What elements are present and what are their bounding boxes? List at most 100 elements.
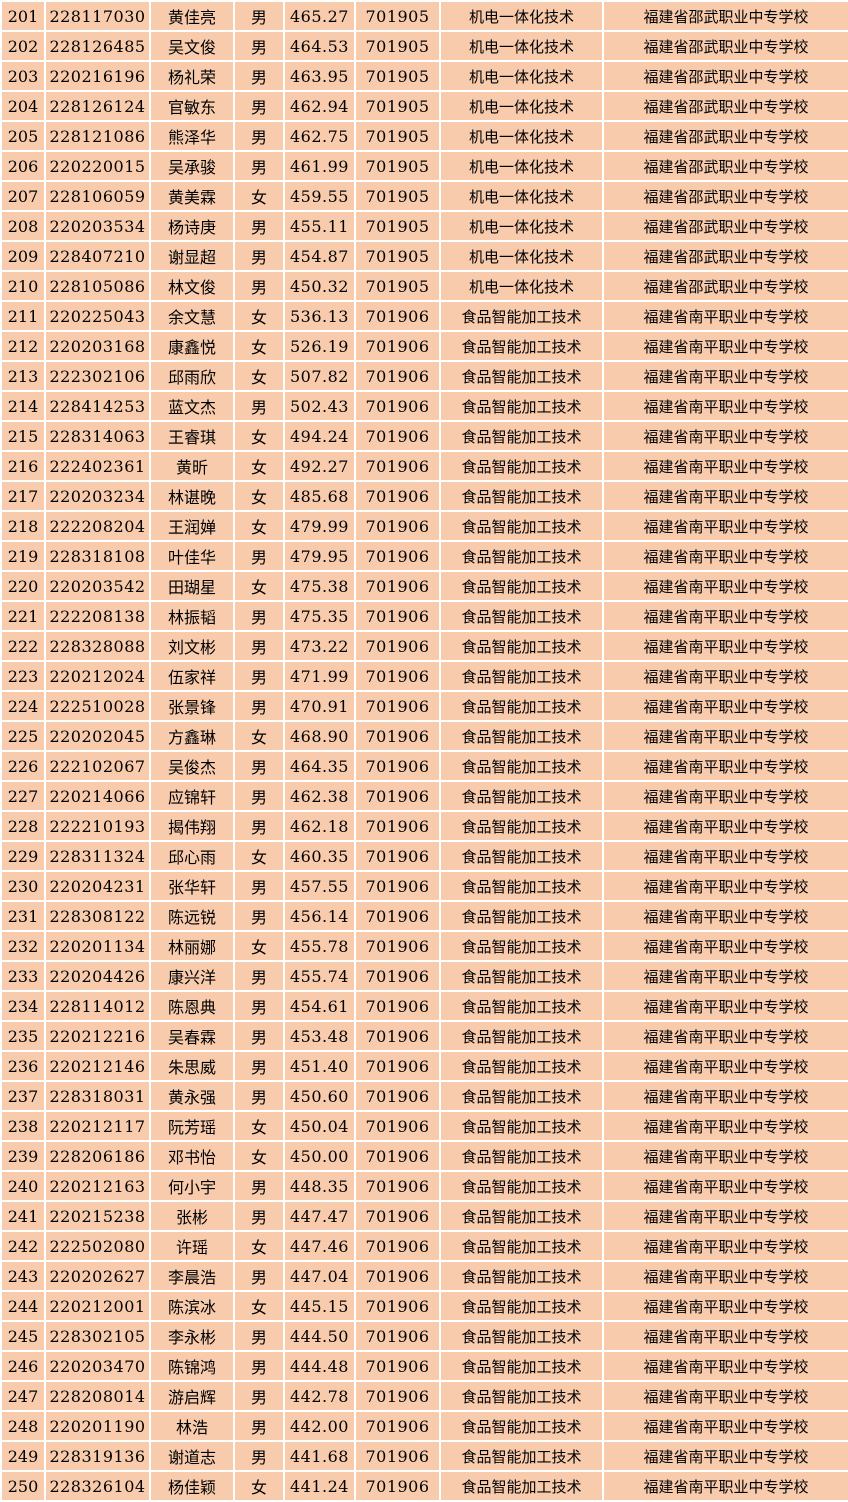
cell-major-name: 食品智能加工技术 xyxy=(439,870,604,902)
cell-major-name: 食品智能加工技术 xyxy=(439,660,604,692)
cell-student-name: 谢显超 xyxy=(149,240,235,272)
cell-major-name: 食品智能加工技术 xyxy=(439,300,604,332)
cell-exam-id: 220203168 xyxy=(44,330,151,362)
cell-major-code: 701906 xyxy=(354,990,441,1022)
cell-major-code: 701906 xyxy=(354,690,441,722)
cell-student-name: 黄佳亮 xyxy=(149,0,235,32)
cell-student-name: 康兴洋 xyxy=(149,960,235,992)
cell-student-name: 伍家祥 xyxy=(149,660,235,692)
table-row: 220 220203542 田瑚星女 475.38 701906 食品智能加工技术 福建省南… xyxy=(0,570,848,602)
cell-exam-id: 228326104 xyxy=(44,1470,151,1502)
cell-major-code: 701906 xyxy=(354,1230,441,1262)
cell-exam-id: 222502080 xyxy=(44,1230,151,1262)
cell-school-name: 福建省邵武职业中专学校 xyxy=(602,90,848,122)
cell-school-name: 福建省南平职业中专学校 xyxy=(602,1440,848,1472)
cell-major-name: 食品智能加工技术 xyxy=(439,1350,604,1382)
cell-major-name: 食品智能加工技术 xyxy=(439,1290,604,1322)
cell-gender: 男 xyxy=(233,1440,285,1472)
cell-major-name: 食品智能加工技术 xyxy=(439,450,604,482)
cell-school-name: 福建省南平职业中专学校 xyxy=(602,1410,848,1442)
cell-major-code: 701906 xyxy=(354,1170,441,1202)
cell-row-number: 220 xyxy=(0,570,46,602)
table-row: 242 222502080 许瑶女 447.46 701906 食品智能加工技术 福建省南平… xyxy=(0,1230,848,1262)
cell-exam-id: 220214066 xyxy=(44,780,151,812)
cell-exam-id: 228302105 xyxy=(44,1320,151,1352)
cell-major-name: 食品智能加工技术 xyxy=(439,720,604,752)
cell-exam-id: 228121086 xyxy=(44,120,151,152)
cell-score: 475.38 xyxy=(283,570,356,602)
cell-major-name: 食品智能加工技术 xyxy=(439,420,604,452)
cell-major-name: 食品智能加工技术 xyxy=(439,1020,604,1052)
cell-student-name: 应锦轩 xyxy=(149,780,235,812)
cell-student-name: 陈远锐 xyxy=(149,900,235,932)
cell-major-code: 701905 xyxy=(354,240,441,272)
cell-school-name: 福建省南平职业中专学校 xyxy=(602,900,848,932)
cell-major-name: 食品智能加工技术 xyxy=(439,840,604,872)
cell-gender: 女 xyxy=(233,1470,285,1502)
cell-major-code: 701906 xyxy=(354,780,441,812)
cell-exam-id: 228414253 xyxy=(44,390,151,422)
table-row: 217 220203234 林谌晚女 485.68 701906 食品智能加工技术 福建省南… xyxy=(0,480,848,512)
cell-student-name: 阮芳瑶 xyxy=(149,1110,235,1142)
cell-gender: 女 xyxy=(233,330,285,362)
cell-score: 470.91 xyxy=(283,690,356,722)
cell-major-name: 食品智能加工技术 xyxy=(439,810,604,842)
cell-major-name: 食品智能加工技术 xyxy=(439,690,604,722)
cell-major-code: 701906 xyxy=(354,900,441,932)
cell-major-code: 701906 xyxy=(354,1380,441,1412)
cell-major-code: 701906 xyxy=(354,1050,441,1082)
cell-student-name: 杨诗庚 xyxy=(149,210,235,242)
cell-score: 462.38 xyxy=(283,780,356,812)
cell-major-name: 食品智能加工技术 xyxy=(439,960,604,992)
table-row: 201 228117030 黄佳亮男 465.27 701905 机电一体化技术 福建省邵武… xyxy=(0,0,848,32)
cell-student-name: 黄美霖 xyxy=(149,180,235,212)
cell-student-name: 陈恩典 xyxy=(149,990,235,1022)
cell-major-code: 701906 xyxy=(354,1320,441,1352)
cell-student-name: 黄昕 xyxy=(149,450,235,482)
cell-major-code: 701906 xyxy=(354,540,441,572)
cell-row-number: 242 xyxy=(0,1230,46,1262)
cell-student-name: 方鑫琳 xyxy=(149,720,235,752)
cell-gender: 男 xyxy=(233,630,285,662)
cell-major-code: 701906 xyxy=(354,420,441,452)
table-row: 248 220201190 林浩男 442.00 701906 食品智能加工技术 福建省南平… xyxy=(0,1410,848,1442)
table-row: 244 220212001 陈滨冰女 445.15 701906 食品智能加工技术 福建省南… xyxy=(0,1290,848,1322)
cell-gender: 男 xyxy=(233,540,285,572)
cell-score: 526.19 xyxy=(283,330,356,362)
cell-score: 479.99 xyxy=(283,510,356,542)
cell-score: 502.43 xyxy=(283,390,356,422)
table-row: 207 228106059 黄美霖女 459.55 701905 机电一体化技术 福建省邵武… xyxy=(0,180,848,212)
cell-student-name: 谢道志 xyxy=(149,1440,235,1472)
cell-score: 454.61 xyxy=(283,990,356,1022)
cell-gender: 男 xyxy=(233,780,285,812)
cell-score: 459.55 xyxy=(283,180,356,212)
cell-school-name: 福建省南平职业中专学校 xyxy=(602,570,848,602)
cell-gender: 男 xyxy=(233,1080,285,1112)
cell-student-name: 李永彬 xyxy=(149,1320,235,1352)
cell-student-name: 林振韬 xyxy=(149,600,235,632)
cell-score: 485.68 xyxy=(283,480,356,512)
cell-major-name: 食品智能加工技术 xyxy=(439,750,604,782)
cell-exam-id: 220204231 xyxy=(44,870,151,902)
cell-school-name: 福建省南平职业中专学校 xyxy=(602,450,848,482)
cell-gender: 男 xyxy=(233,120,285,152)
cell-major-code: 701906 xyxy=(354,390,441,422)
cell-score: 457.55 xyxy=(283,870,356,902)
cell-exam-id: 228318108 xyxy=(44,540,151,572)
cell-row-number: 248 xyxy=(0,1410,46,1442)
cell-major-code: 701906 xyxy=(354,1200,441,1232)
cell-exam-id: 220203534 xyxy=(44,210,151,242)
cell-score: 454.87 xyxy=(283,240,356,272)
cell-major-code: 701906 xyxy=(354,810,441,842)
table-row: 205 228121086 熊泽华男 462.75 701905 机电一体化技术 福建省邵武… xyxy=(0,120,848,152)
cell-student-name: 许瑶 xyxy=(149,1230,235,1262)
cell-school-name: 福建省南平职业中专学校 xyxy=(602,540,848,572)
cell-school-name: 福建省南平职业中专学校 xyxy=(602,1470,848,1502)
table-row: 213 222302106 邱雨欣女 507.82 701906 食品智能加工技术 福建省南… xyxy=(0,360,848,392)
cell-row-number: 209 xyxy=(0,240,46,272)
cell-major-code: 701906 xyxy=(354,870,441,902)
table-row: 246 220203470 陈锦鸿男 444.48 701906 食品智能加工技术 福建省南… xyxy=(0,1350,848,1382)
cell-major-code: 701906 xyxy=(354,1020,441,1052)
table-row: 245 228302105 李永彬男 444.50 701906 食品智能加工技术 福建省南… xyxy=(0,1320,848,1352)
